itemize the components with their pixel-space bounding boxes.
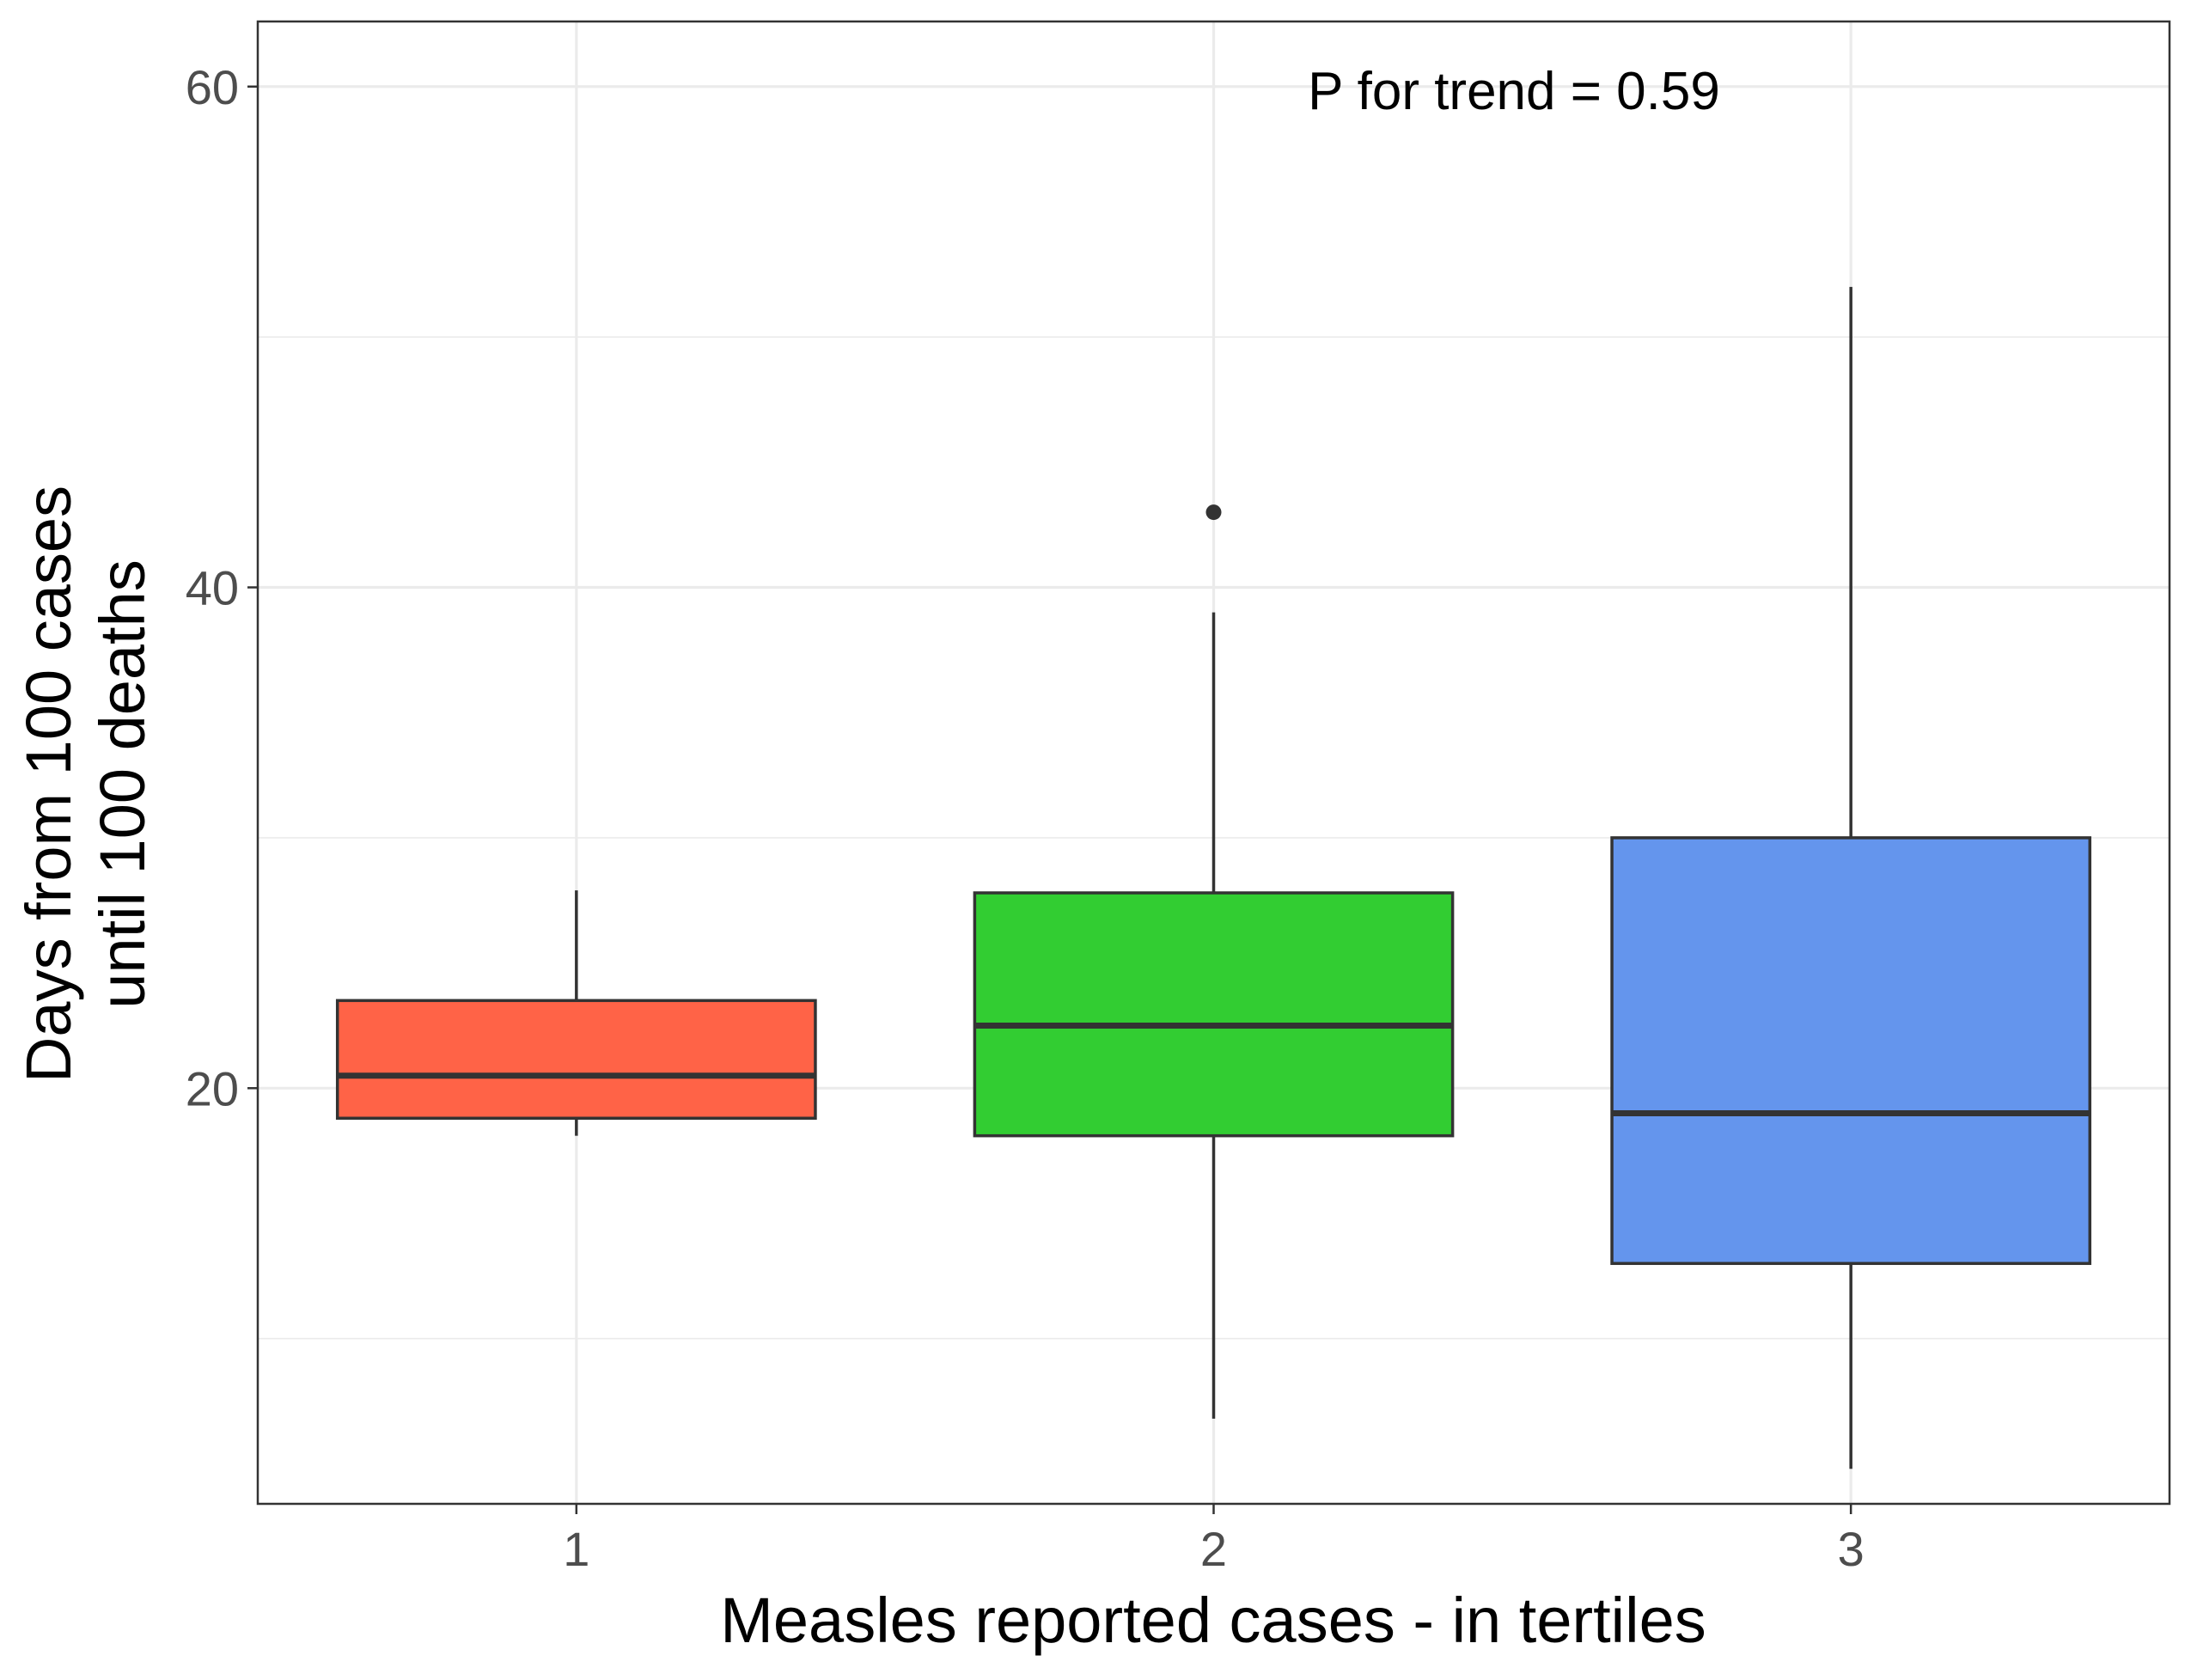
box-body — [1610, 836, 2092, 1266]
x-tick-label: 2 — [1200, 1522, 1227, 1576]
y-axis-title-line-1: Days from 100 cases — [13, 486, 84, 1083]
y-tick-label: 60 — [186, 60, 239, 114]
x-axis-title: Measles reported cases - in tertiles — [720, 1585, 1706, 1656]
y-tick-label: 40 — [186, 561, 239, 615]
y-axis-title: Days from 100 cases until 100 deaths — [13, 486, 158, 1083]
y-axis-title-line-2: until 100 deaths — [87, 559, 158, 1009]
p-trend-annotation: P for trend = 0.59 — [1308, 62, 1720, 121]
y-tick-label: 20 — [186, 1061, 239, 1115]
box-2 — [973, 504, 1455, 1419]
box-body — [973, 891, 1455, 1138]
box-1 — [335, 890, 817, 1136]
x-tick-label: 1 — [563, 1522, 589, 1576]
outlier-point — [1205, 504, 1222, 521]
box-body — [335, 999, 817, 1121]
x-tick-label: 3 — [1838, 1522, 1864, 1576]
box-3 — [1610, 286, 2092, 1469]
box-series — [335, 286, 2092, 1469]
axes: 20 40 60 1 2 3 — [186, 60, 1864, 1576]
